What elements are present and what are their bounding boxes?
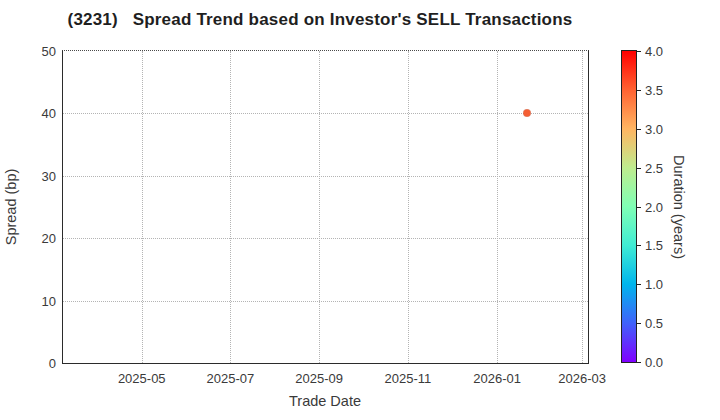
colorbar-tick-label: 0.0 (645, 356, 663, 369)
colorbar-tick (637, 129, 641, 130)
figure: (3231) Spread Trend based on Investor's … (0, 0, 720, 420)
x-axis-label: Trade Date (289, 393, 361, 409)
x-tick-label: 2025-09 (295, 372, 343, 385)
colorbar (621, 50, 637, 363)
v-gridline (142, 51, 143, 363)
v-gridline (230, 51, 231, 363)
colorbar-tick-label: 3.5 (645, 83, 663, 96)
y-tick-label: 0 (22, 357, 56, 370)
v-gridline (408, 51, 409, 363)
colorbar-tick-label: 4.0 (645, 45, 663, 58)
chart-title: (3231) Spread Trend based on Investor's … (68, 10, 573, 30)
colorbar-tick-label: 2.5 (645, 161, 663, 174)
colorbar-tick (637, 323, 641, 324)
v-gridline (497, 51, 498, 363)
y-tick-label: 30 (22, 169, 56, 182)
colorbar-tick (637, 51, 641, 52)
x-tick-label: 2025-11 (385, 372, 432, 385)
x-tick-label: 2025-07 (207, 372, 255, 385)
y-tick-label: 10 (22, 294, 56, 307)
colorbar-tick-label: 1.0 (645, 278, 663, 291)
y-tick-label: 50 (22, 45, 56, 58)
v-gridline (319, 51, 320, 363)
colorbar-tick (637, 90, 641, 91)
colorbar-tick (637, 245, 641, 246)
y-axis-label: Spread (bp) (3, 169, 19, 246)
colorbar-tick-label: 0.5 (645, 317, 663, 330)
x-tick-label: 2025-05 (118, 372, 166, 385)
x-tick-label: 2026-01 (473, 372, 521, 385)
v-gridline (582, 51, 583, 363)
x-tick-label: 2026-03 (558, 372, 606, 385)
colorbar-label: Duration (years) (671, 155, 687, 259)
colorbar-tick-label: 2.0 (645, 200, 663, 213)
plot-area (62, 50, 589, 364)
colorbar-tick (637, 207, 641, 208)
y-tick-label: 20 (22, 232, 56, 245)
colorbar-tick (637, 362, 641, 363)
colorbar-tick (637, 284, 641, 285)
data-point (524, 110, 531, 117)
colorbar-tick-label: 3.0 (645, 122, 663, 135)
colorbar-tick-label: 1.5 (645, 239, 663, 252)
y-tick-label: 40 (22, 107, 56, 120)
colorbar-tick (637, 168, 641, 169)
